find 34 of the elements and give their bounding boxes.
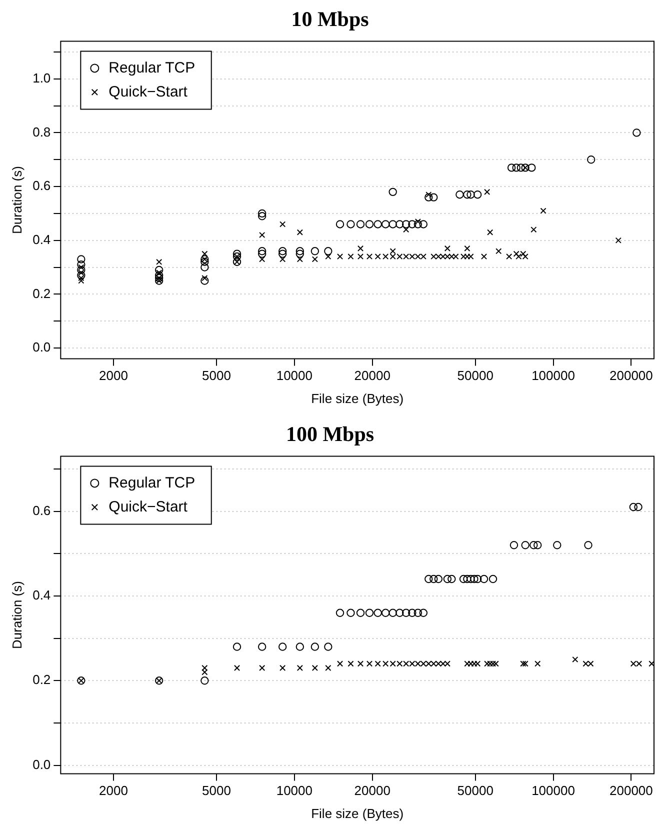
y-tick-label: 0.6 bbox=[32, 178, 51, 194]
chart-title: 100 Mbps bbox=[286, 422, 374, 446]
y-tick-label: 0.0 bbox=[32, 340, 51, 355]
x-tick-label: 20000 bbox=[354, 368, 390, 384]
y-tick-label: 0.0 bbox=[32, 756, 51, 772]
legend-label: Quick−Start bbox=[108, 498, 188, 516]
x-tick-label: 20000 bbox=[354, 783, 390, 798]
y-tick-label: 0.2 bbox=[32, 286, 51, 301]
y-tick-label: 0.6 bbox=[32, 502, 51, 518]
y-axis-title: Duration (s) bbox=[9, 581, 24, 649]
y-tick-label: 0.2 bbox=[32, 672, 51, 688]
y-tick-label: 0.4 bbox=[32, 232, 51, 247]
x-tick-label: 2000 bbox=[99, 368, 128, 384]
legend-label: Quick−Start bbox=[108, 83, 188, 100]
x-axis-title: File size (Bytes) bbox=[311, 390, 404, 406]
x-axis-title: File size (Bytes) bbox=[311, 806, 404, 821]
x-tick-label: 10000 bbox=[276, 368, 313, 384]
legend-label: Regular TCP bbox=[108, 59, 196, 76]
x-tick-label: 5000 bbox=[202, 783, 231, 798]
x-tick-label: 200000 bbox=[609, 783, 653, 798]
y-tick-label: 0.4 bbox=[32, 588, 51, 603]
x-tick-label: 200000 bbox=[609, 368, 653, 384]
x-tick-label: 50000 bbox=[457, 368, 494, 384]
x-tick-label: 100000 bbox=[532, 368, 575, 384]
x-tick-label: 5000 bbox=[202, 368, 231, 384]
legend-label: Regular TCP bbox=[108, 474, 196, 492]
x-tick-label: 100000 bbox=[532, 783, 575, 798]
y-tick-label: 1.0 bbox=[32, 70, 51, 86]
y-tick-label: 0.8 bbox=[32, 124, 51, 140]
chart-title: 10 Mbps bbox=[291, 7, 369, 32]
x-tick-label: 10000 bbox=[276, 783, 313, 798]
x-tick-label: 2000 bbox=[99, 783, 128, 798]
y-axis-title: Duration (s) bbox=[9, 166, 24, 234]
x-tick-label: 50000 bbox=[457, 783, 494, 798]
